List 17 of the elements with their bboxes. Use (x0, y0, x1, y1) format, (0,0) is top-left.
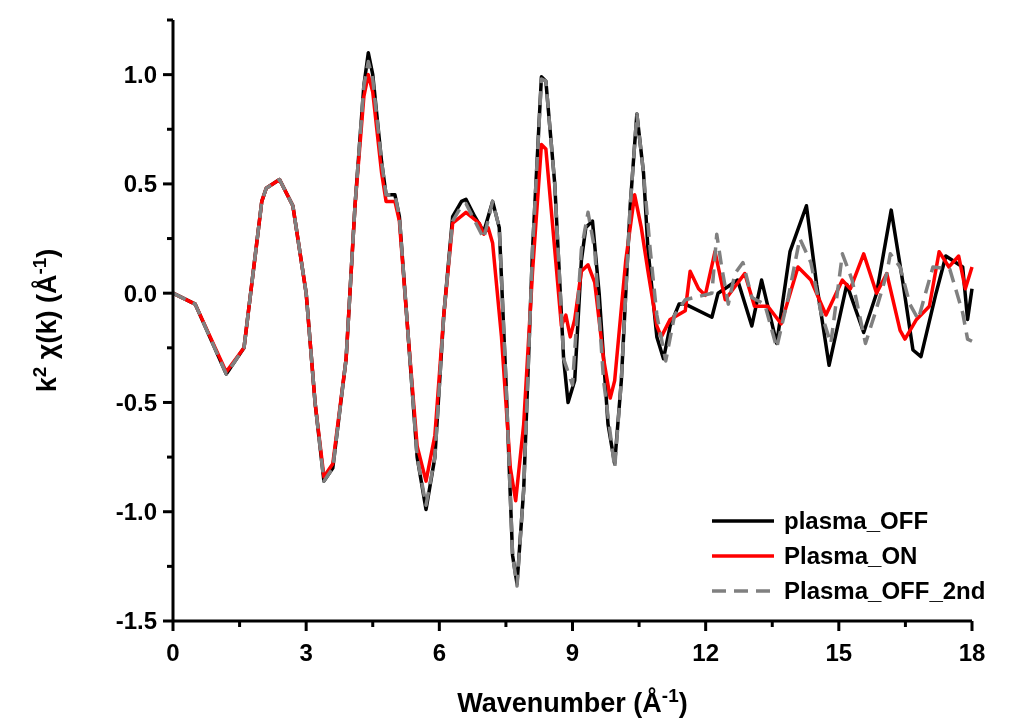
x-tick-label: 9 (565, 639, 580, 666)
y-tick-label: 0.0 (123, 279, 157, 307)
x-tick-label: 12 (692, 639, 720, 666)
x-tick-label: 3 (299, 639, 313, 666)
x-tick-label: 18 (958, 639, 986, 666)
y-tick-label: 0.5 (123, 170, 157, 198)
legend-label: Plasma_ON (784, 542, 918, 570)
y-tick-label: -1.5 (115, 607, 157, 635)
legend-label: plasma_OFF (784, 507, 929, 535)
legend-label: Plasma_OFF_2nd (784, 577, 986, 605)
y-tick-label: -1.0 (115, 498, 157, 526)
x-tick-label: 15 (825, 639, 853, 666)
x-tick-label: 6 (432, 639, 447, 666)
y-tick-label: -0.5 (115, 388, 157, 416)
x-tick-label: 0 (166, 639, 180, 666)
x-axis-title: Wavenumber (Å$^{-1}$) (457, 684, 688, 718)
y-tick-label: 1.0 (123, 61, 157, 89)
